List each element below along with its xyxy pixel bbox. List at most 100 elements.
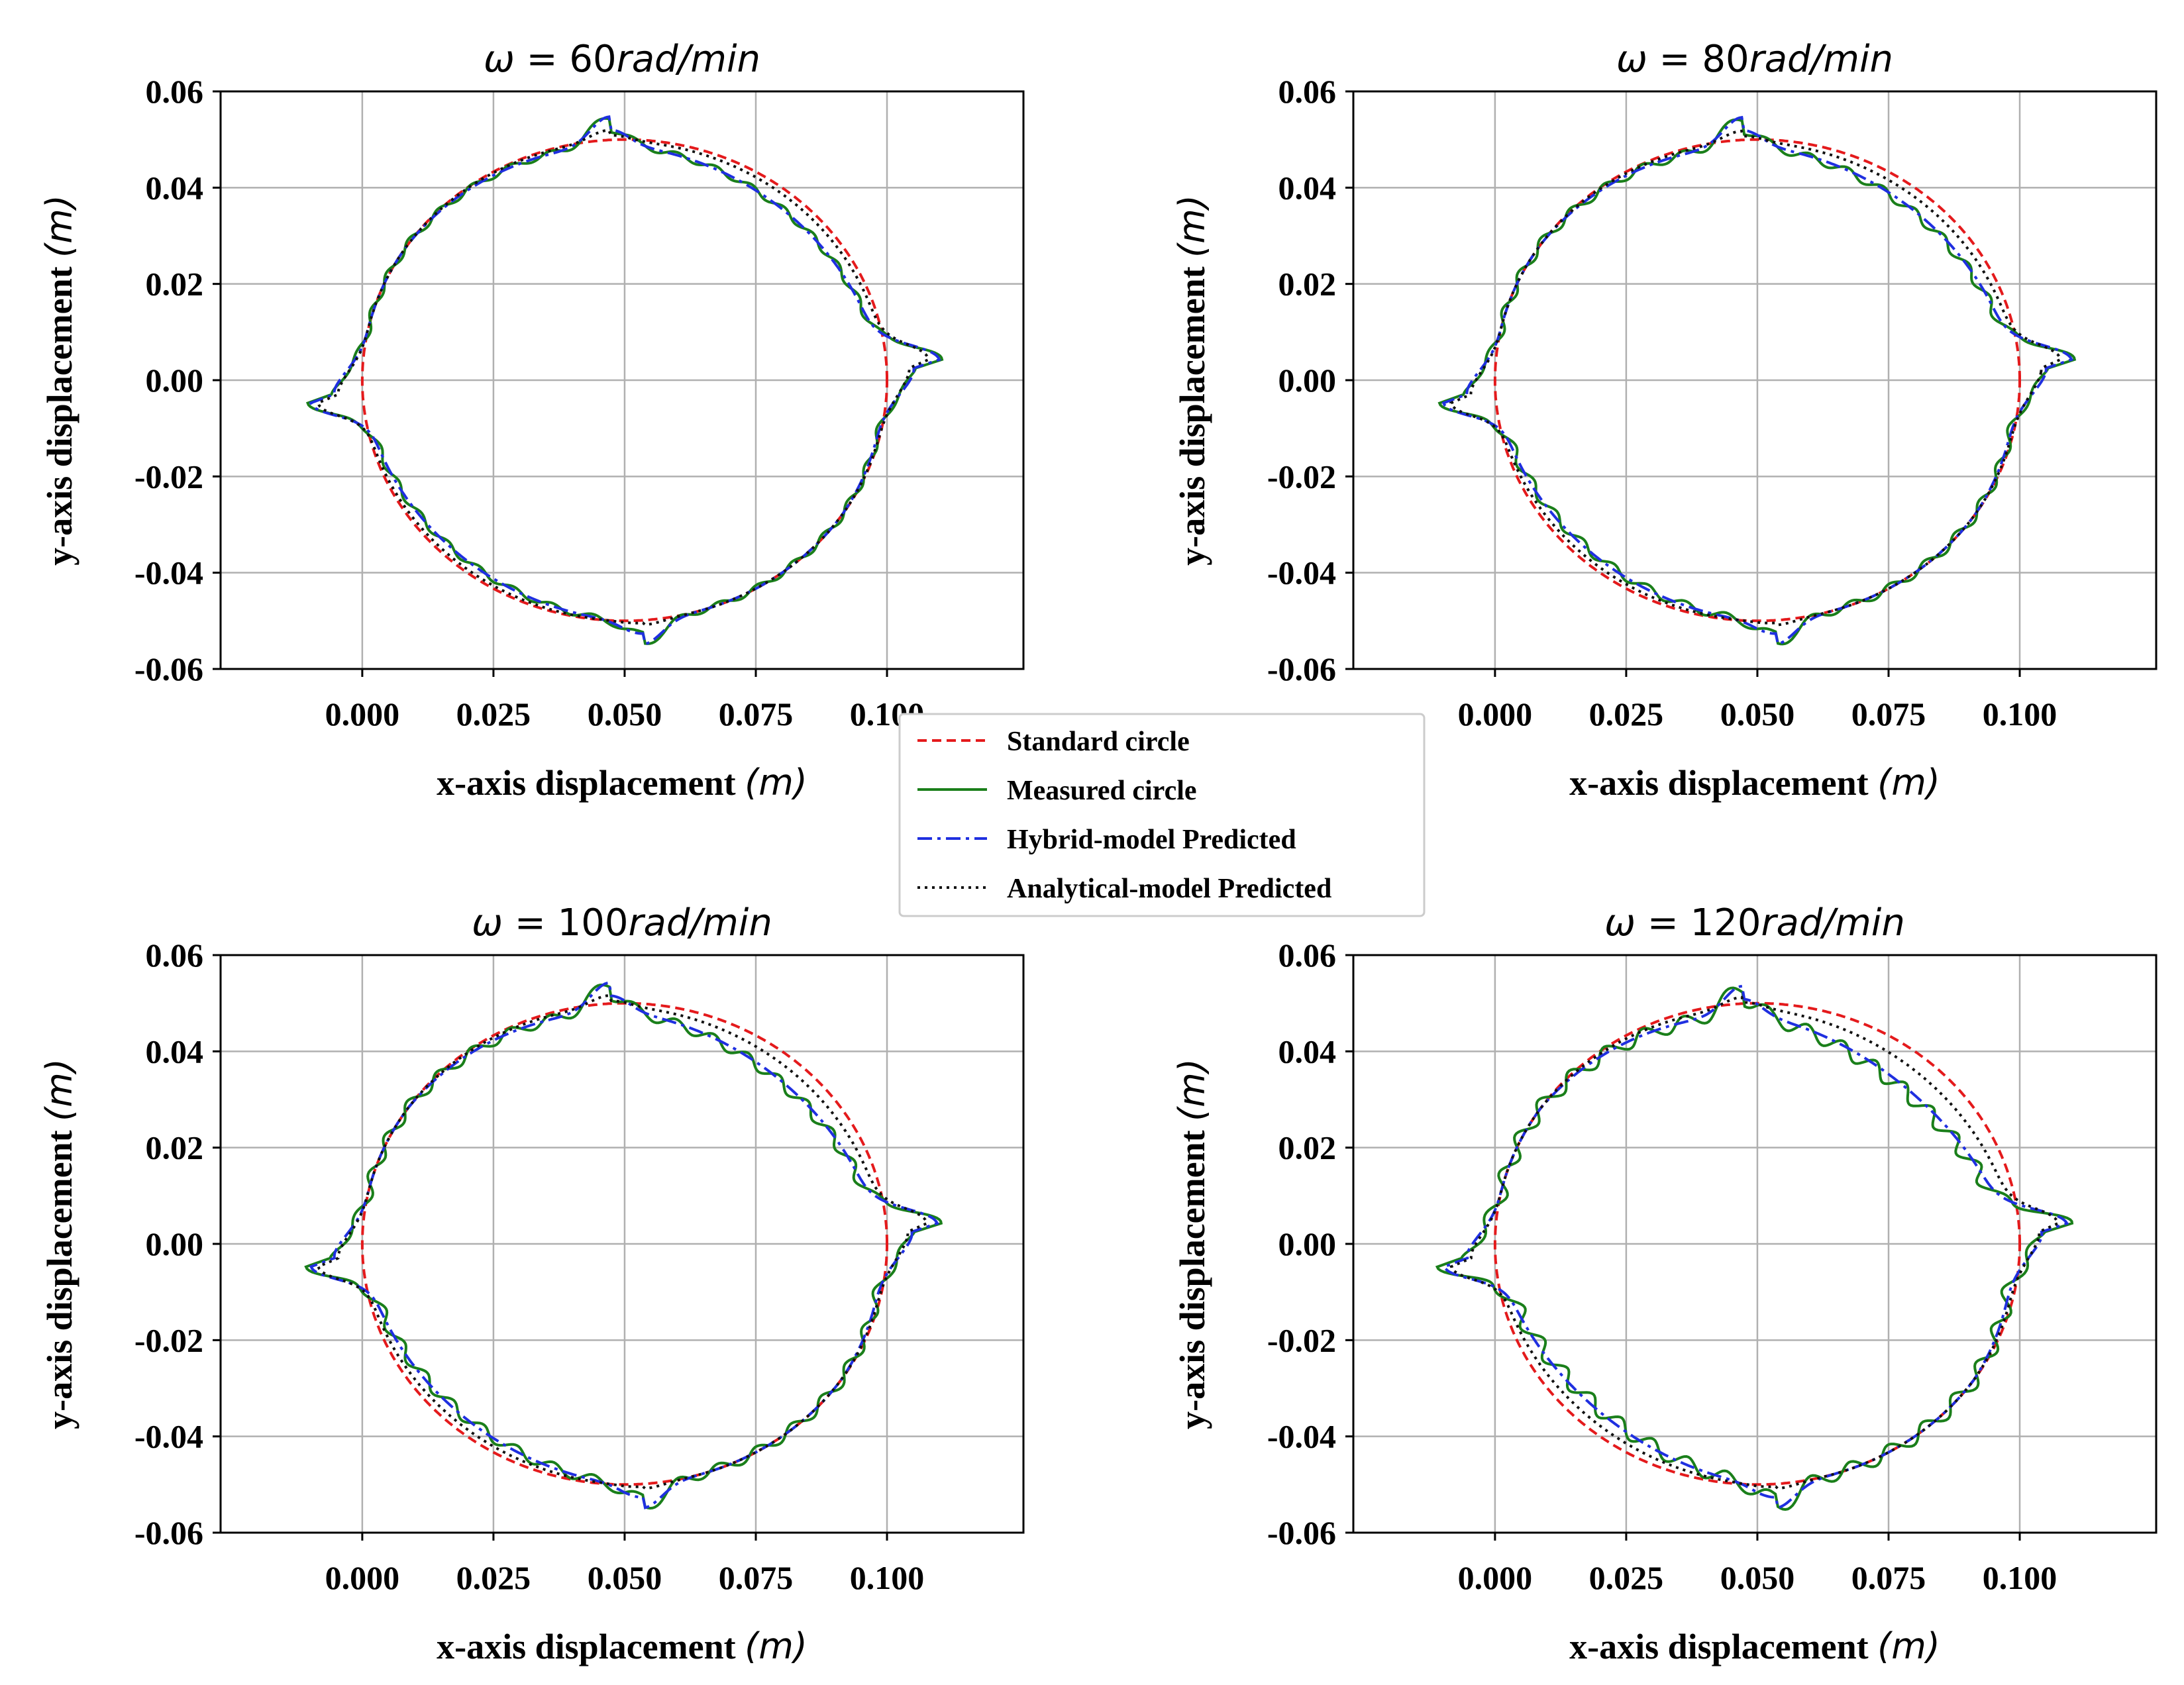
y-tick-label-1: -0.04 xyxy=(134,1418,203,1455)
y-tick-label-2: -0.02 xyxy=(1267,1321,1336,1358)
series-hybrid xyxy=(309,115,941,646)
y-axis-label: y-axis displacement (m) xyxy=(38,195,80,566)
y-tick-label-3: 0.00 xyxy=(146,362,204,399)
subplot-title: ω = 60rad/min xyxy=(484,38,760,81)
y-tick-label-2: -0.02 xyxy=(1267,458,1336,495)
legend-label-standard: Standard circle xyxy=(1007,727,1190,757)
x-tick-label-0: 0.000 xyxy=(1458,1559,1533,1596)
x-tick-label-4: 0.100 xyxy=(1983,1559,2057,1596)
series-hybrid xyxy=(309,981,939,1509)
legend-box xyxy=(898,713,1426,917)
y-tick-label-0: -0.06 xyxy=(1267,650,1336,688)
x-tick-label-3: 0.075 xyxy=(1851,695,1926,733)
legend-label-hybrid: Hybrid-model Predicted xyxy=(1007,825,1296,855)
y-tick-label-5: 0.04 xyxy=(1278,169,1337,206)
y-axis-label-unit: (m) xyxy=(1171,195,1213,258)
series-standard xyxy=(360,138,888,623)
subplot-4: 0.000 0.025 0.050 0.075 0.100 -0.06 -0.04 -0.02… xyxy=(1171,901,2158,1667)
title-unit: rad/min xyxy=(1749,38,1893,81)
y-tick-label-0: -0.06 xyxy=(1267,1514,1336,1551)
series-hybrid xyxy=(1441,115,2074,646)
x-tick-label-1: 0.025 xyxy=(1589,695,1664,733)
y-tick-label-0: -0.06 xyxy=(134,650,203,688)
title-unit: rad/min xyxy=(1761,901,1904,945)
x-tick-label-2: 0.050 xyxy=(1720,695,1795,733)
x-axis-label-text: x-axis displacement xyxy=(1569,1627,1877,1666)
title-equals: = xyxy=(1647,38,1702,81)
legend-label-analytical: Analytical-model Predicted xyxy=(1007,874,1331,904)
series-standard xyxy=(360,1001,888,1486)
series-group xyxy=(304,981,943,1510)
title-value: 100 xyxy=(558,901,629,945)
subplot-2: 0.000 0.025 0.050 0.075 0.100 -0.06 -0.04 -0.02… xyxy=(1171,38,2158,803)
title-omega: ω xyxy=(472,901,503,945)
title-omega: ω xyxy=(1616,38,1647,81)
y-axis-label: y-axis displacement (m) xyxy=(1171,195,1213,566)
title-equals: = xyxy=(1636,901,1690,945)
y-tick-label-4: 0.02 xyxy=(146,1129,204,1166)
series-standard xyxy=(1493,138,2021,623)
title-value: 80 xyxy=(1702,38,1749,81)
x-tick-label-2: 0.050 xyxy=(588,1559,662,1596)
y-axis-label-text: y-axis displacement xyxy=(40,1121,79,1429)
x-axis-label-unit: (m) xyxy=(745,762,807,803)
series-analytical xyxy=(1449,129,2063,627)
y-axis-label-text: y-axis displacement xyxy=(40,258,79,566)
y-tick-label-3: 0.00 xyxy=(146,1225,204,1262)
x-tick-label-0: 0.000 xyxy=(325,695,400,733)
x-tick-label-0: 0.000 xyxy=(1458,695,1533,733)
series-group xyxy=(1435,984,2074,1511)
title-equals: = xyxy=(515,38,570,81)
x-tick-label-3: 0.075 xyxy=(719,695,794,733)
x-axis-label-text: x-axis displacement xyxy=(437,763,745,803)
title-value: 60 xyxy=(569,38,616,81)
y-tick-label-3: 0.00 xyxy=(1278,362,1337,399)
y-tick-label-6: 0.06 xyxy=(146,937,204,974)
series-hybrid xyxy=(1442,984,2069,1509)
legend: Standard circle Measured circle Hybrid-m… xyxy=(898,713,1426,917)
x-axis-label-unit: (m) xyxy=(745,1625,807,1667)
title-unit: rad/min xyxy=(617,38,760,81)
x-tick-label-1: 0.025 xyxy=(1589,1559,1664,1596)
title-omega: ω xyxy=(1604,901,1636,945)
y-tick-label-6: 0.06 xyxy=(1278,937,1337,974)
series-analytical xyxy=(317,994,929,1490)
x-tick-label-4: 0.100 xyxy=(850,1559,925,1596)
x-tick-label-2: 0.050 xyxy=(1720,1559,1795,1596)
title-value: 120 xyxy=(1690,901,1761,945)
series-analytical xyxy=(316,128,931,627)
y-axis-label-text: y-axis displacement xyxy=(1172,1121,1212,1429)
x-axis-label-unit: (m) xyxy=(1877,1625,1940,1667)
x-axis-label-unit: (m) xyxy=(1877,762,1940,803)
subplot-3: 0.000 0.025 0.050 0.075 0.100 -0.06 -0.04 -0.02… xyxy=(38,901,1025,1667)
x-tick-label-1: 0.025 xyxy=(456,695,531,733)
x-axis-label: x-axis displacement (m) xyxy=(1569,762,1940,803)
x-tick-label-1: 0.025 xyxy=(456,1559,531,1596)
legend-label-measured: Measured circle xyxy=(1007,776,1197,806)
y-tick-label-0: -0.06 xyxy=(134,1514,203,1551)
series-group xyxy=(1437,115,2077,646)
y-axis-label-unit: (m) xyxy=(38,195,80,258)
y-tick-label-5: 0.04 xyxy=(146,169,204,206)
y-tick-label-1: -0.04 xyxy=(134,554,203,591)
y-tick-label-5: 0.04 xyxy=(146,1033,204,1070)
x-tick-label-4: 0.100 xyxy=(1983,695,2057,733)
y-tick-label-3: 0.00 xyxy=(1278,1225,1337,1262)
y-axis-label-unit: (m) xyxy=(1171,1058,1213,1121)
subplot-title: ω = 100rad/min xyxy=(472,901,772,945)
subplot-panels: 0.000 0.025 0.050 0.075 0.100 -0.06 -0.04 -0.02… xyxy=(38,38,2158,1667)
y-tick-label-1: -0.04 xyxy=(1267,1418,1336,1455)
series-group xyxy=(305,115,944,646)
x-axis-label: x-axis displacement (m) xyxy=(437,1625,807,1667)
x-axis-label-text: x-axis displacement xyxy=(1569,763,1877,803)
subplot-title: ω = 80rad/min xyxy=(1616,38,1893,81)
x-axis-label-text: x-axis displacement xyxy=(437,1627,745,1666)
y-axis-label-text: y-axis displacement xyxy=(1172,258,1212,566)
y-axis-label-unit: (m) xyxy=(38,1058,80,1121)
series-analytical xyxy=(1449,996,2060,1490)
y-tick-label-2: -0.02 xyxy=(134,458,203,495)
x-axis-label: x-axis displacement (m) xyxy=(1569,1625,1940,1667)
x-tick-label-3: 0.075 xyxy=(719,1559,794,1596)
y-tick-label-4: 0.02 xyxy=(146,266,204,303)
